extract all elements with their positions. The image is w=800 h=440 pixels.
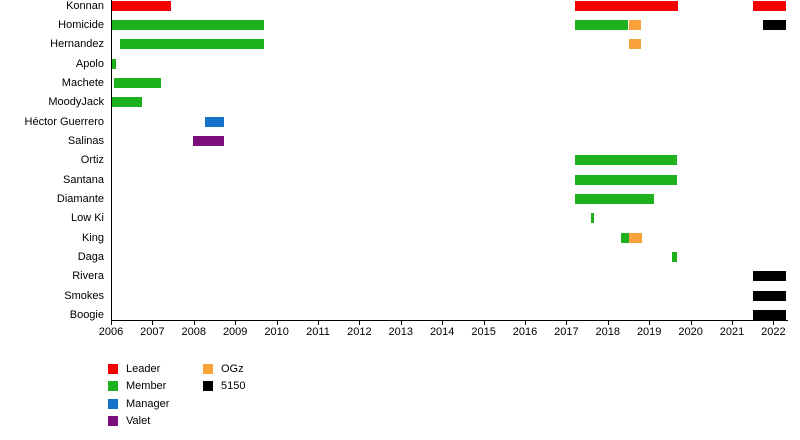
legend-swatch-ogz (203, 364, 213, 374)
x-axis-tick-label-2013: 2013 (388, 326, 414, 338)
timeline-bar-smokes-5150 (752, 290, 786, 301)
x-axis-tick-label-2021: 2021 (719, 326, 745, 338)
legend-swatch-5150 (203, 381, 213, 392)
x-axis-tick-label-2016: 2016 (512, 326, 538, 338)
x-axis-tick-2013 (400, 320, 402, 325)
legend-label-manager: Manager (126, 397, 170, 410)
x-axis-tick-2010 (276, 320, 278, 325)
timeline-bar-konnan-leader (574, 0, 679, 11)
x-axis-tick-label-2014: 2014 (429, 326, 455, 338)
row-label-ortiz: Ortiz (80, 154, 104, 167)
legend-swatch-valet (108, 415, 118, 426)
legend-label-leader: Leader (126, 363, 161, 375)
x-axis-tick-2006 (111, 320, 112, 325)
legend-label-member: Member (126, 380, 167, 393)
timeline-bar-homicide-ogz (628, 19, 641, 30)
x-axis-tick-label-2020: 2020 (678, 326, 703, 338)
x-axis-tick-2009 (235, 320, 237, 325)
x-axis-tick-2015 (483, 320, 485, 325)
row-label-moodyjack: MoodyJack (48, 96, 104, 109)
timeline-bar-ortiz-member (574, 155, 677, 166)
x-axis-tick-2018 (607, 320, 609, 325)
x-axis-tick-label-2006: 2006 (98, 326, 124, 338)
y-axis-line (111, 0, 112, 320)
x-axis-tick-2019 (649, 320, 651, 325)
row-label-rivera: Rivera (72, 270, 104, 283)
timeline-bar-diamante-member (574, 194, 655, 204)
timeline-bar-king-member (621, 232, 629, 243)
x-axis-line (111, 320, 788, 321)
x-axis-tick-label-2008: 2008 (181, 326, 207, 338)
timeline-bar-machete-member (114, 77, 162, 88)
timeline-bar-boogie-5150 (752, 310, 786, 321)
row-label-salinas: Salinas (67, 134, 104, 147)
timeline-bar-santana-member (574, 174, 677, 185)
x-axis-tick-label-2011: 2011 (306, 326, 330, 338)
timeline-bar-h-ctor-guerrero-manager (204, 116, 224, 127)
x-axis-tick-label-2009: 2009 (222, 326, 248, 338)
timeline-bar-homicide-member (111, 19, 265, 30)
legend-swatch-manager (108, 398, 118, 409)
row-label-daga: Daga (77, 251, 104, 264)
row-label-homicide: Homicide (58, 18, 104, 31)
x-axis-tick-label-2019: 2019 (636, 326, 662, 338)
timeline-bar-hernandez-member (120, 39, 265, 50)
row-label-hernandez: Hernandez (50, 38, 104, 51)
x-axis-tick-2016 (525, 320, 526, 325)
timeline-bar-hernandez-ogz (628, 39, 641, 50)
legend-swatch-leader (108, 364, 118, 374)
x-axis-tick-label-2010: 2010 (264, 326, 289, 338)
legend-label-valet: Valet (126, 414, 151, 427)
row-label-king: King (81, 231, 104, 244)
x-axis-tick-2008 (193, 320, 195, 325)
x-axis-tick-label-2015: 2015 (471, 326, 496, 338)
row-label-low-ki: Low Ki (70, 212, 104, 225)
timeline-bar-king-ogz (628, 232, 643, 243)
legend-label-5150: 5150 (221, 380, 246, 393)
timeline-bar-konnan-leader (111, 0, 172, 11)
x-axis-tick-2012 (359, 320, 361, 325)
row-label-machete: Machete (61, 76, 104, 89)
x-axis-tick-label-2007: 2007 (140, 326, 165, 338)
timeline-bar-homicide-member (574, 19, 629, 30)
x-axis-tick-2017 (566, 320, 568, 325)
x-axis-tick-label-2012: 2012 (347, 326, 372, 338)
row-label-smokes: Smokes (64, 289, 104, 302)
legend-label-ogz: OGz (221, 363, 244, 375)
row-label-santana: Santana (63, 173, 104, 186)
x-axis-tick-label-2022: 2022 (761, 326, 786, 338)
x-axis-tick-label-2018: 2018 (595, 326, 621, 338)
x-axis-tick-2022 (773, 320, 775, 325)
row-label-boogie: Boogie (69, 309, 104, 322)
row-label-h-ctor-guerrero: Héctor Guerrero (24, 115, 104, 128)
timeline-bar-moodyjack-member (112, 97, 143, 108)
timeline-bar-apolo-member (111, 58, 116, 69)
x-axis-tick-2021 (732, 320, 733, 325)
timeline-bar-daga-member (671, 252, 677, 263)
x-axis-tick-label-2017: 2017 (554, 326, 579, 338)
timeline-bar-homicide-5150 (763, 19, 786, 30)
legend-swatch-member (108, 381, 118, 392)
row-label-apolo: Apolo (75, 57, 104, 70)
x-axis-tick-2014 (442, 320, 444, 325)
timeline-bar-konnan-leader (752, 0, 786, 11)
x-axis-tick-2020 (690, 320, 692, 325)
x-axis-tick-2011 (318, 320, 319, 325)
x-axis-tick-2007 (152, 320, 154, 325)
row-label-diamante: Diamante (56, 193, 104, 205)
timeline-bar-salinas-valet (192, 135, 224, 146)
timeline-bar-rivera-5150 (752, 271, 786, 282)
row-label-konnan: Konnan (66, 0, 104, 12)
timeline-bar-low-ki-member (590, 213, 595, 224)
